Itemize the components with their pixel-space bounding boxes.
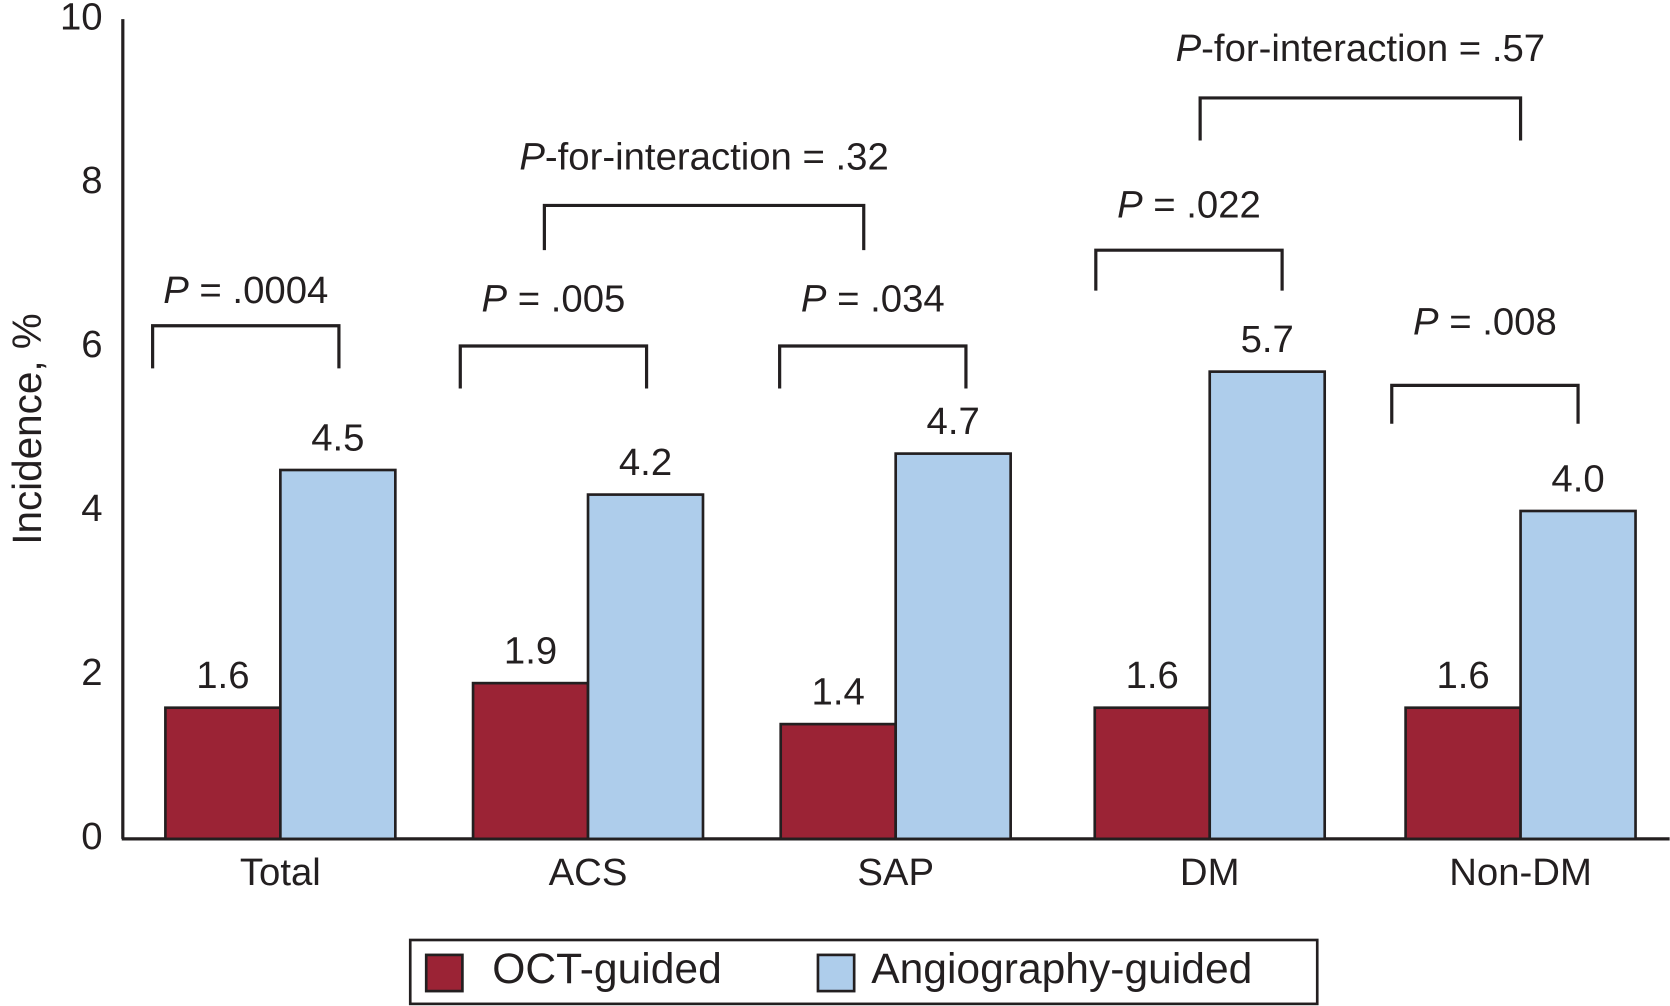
bracket: [1094, 248, 1284, 291]
bar: [586, 493, 705, 841]
value-label: 1.6: [1126, 654, 1179, 697]
legend-box: [408, 938, 1319, 1006]
value-label: 4.7: [927, 400, 980, 443]
y-tick-label: 4: [81, 487, 102, 530]
legend-label: OCT-guided: [492, 945, 722, 993]
bracket: [1198, 96, 1523, 141]
value-label: 1.4: [812, 670, 865, 713]
annotation-rest: -for-interaction = .57: [1201, 27, 1545, 70]
x-tick-label: SAP: [857, 851, 934, 894]
bracket: [542, 203, 866, 251]
annotation: P = .034: [801, 277, 945, 320]
legend-label: Angiography-guided: [871, 945, 1252, 993]
x-tick-label: ACS: [549, 851, 628, 894]
annotation-rest: -for-interaction = .32: [545, 136, 889, 179]
bracket: [151, 324, 341, 369]
bracket: [1390, 383, 1580, 424]
bar: [1093, 706, 1212, 841]
bar: [1208, 370, 1327, 841]
bar: [779, 722, 898, 841]
value-label: 5.7: [1241, 318, 1294, 361]
annotation: P = .022: [1117, 184, 1261, 227]
annotation-italic: P: [1176, 27, 1202, 70]
bar: [894, 452, 1012, 841]
value-label: 4.2: [619, 441, 672, 484]
annotation-italic: P: [163, 269, 189, 312]
annotation-italic: P: [1413, 301, 1439, 344]
value-label: 1.6: [196, 654, 249, 697]
y-tick-label: 10: [60, 0, 103, 38]
y-tick-label: 6: [81, 323, 102, 366]
x-tick-label: DM: [1180, 851, 1240, 894]
annotation-italic: P: [519, 136, 545, 179]
y-tick-label: 0: [81, 815, 102, 858]
bar: [1404, 706, 1522, 841]
bracket: [458, 344, 649, 389]
y-axis-title: Incidence, %: [4, 313, 50, 545]
annotation-italic: P: [482, 277, 508, 320]
value-label: 4.5: [311, 416, 364, 459]
bracket: [778, 344, 968, 389]
annotation: P = .0004: [163, 269, 328, 312]
annotation: P-for-interaction = .32: [519, 136, 888, 179]
annotation: P-for-interaction = .57: [1176, 27, 1545, 70]
annotation-rest: = .005: [507, 277, 625, 320]
annotation-rest: = .008: [1439, 301, 1557, 344]
value-label: 1.6: [1436, 654, 1489, 697]
x-tick-label: Total: [240, 851, 321, 894]
legend-swatch: [816, 953, 856, 993]
x-tick-label: Non-DM: [1449, 851, 1592, 894]
value-label: 1.9: [504, 629, 557, 672]
bar: [1519, 509, 1637, 841]
annotation-rest: = .034: [826, 277, 944, 320]
legend-swatch: [424, 953, 464, 993]
annotation: P = .008: [1413, 301, 1557, 344]
bar: [279, 468, 397, 841]
bar: [164, 706, 282, 841]
y-tick-label: 8: [81, 159, 102, 202]
annotation: P = .005: [482, 277, 626, 320]
value-label: 4.0: [1551, 457, 1604, 500]
annotation-rest: = .022: [1143, 184, 1261, 227]
annotation-italic: P: [1117, 184, 1143, 227]
bar: [471, 681, 590, 841]
annotation-rest: = .0004: [189, 269, 329, 312]
annotation-italic: P: [801, 277, 827, 320]
y-tick-label: 2: [81, 651, 102, 694]
